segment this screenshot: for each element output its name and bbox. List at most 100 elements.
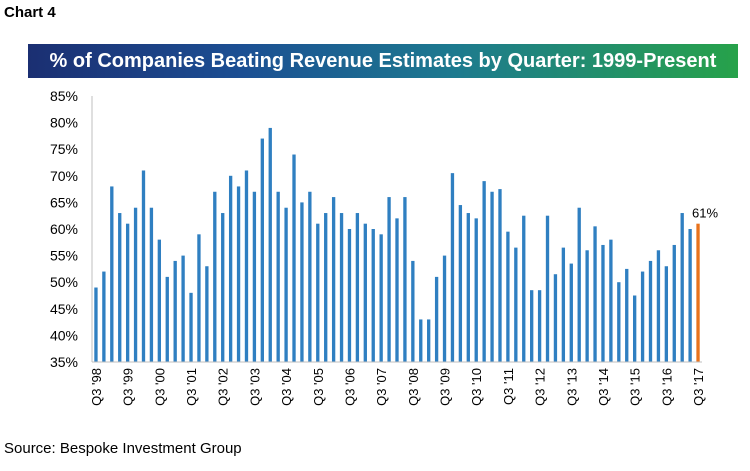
x-tick-label: Q3 '15 [628, 368, 643, 406]
bar [506, 231, 510, 362]
x-tick-label: Q3 '06 [342, 368, 357, 406]
chart-annotations: 61% [692, 206, 718, 221]
bar [577, 207, 581, 362]
bar [648, 260, 653, 362]
bar [252, 191, 257, 362]
bar [197, 234, 201, 362]
y-tick-label: 65% [50, 194, 78, 210]
bar [442, 255, 447, 362]
bar [371, 229, 375, 362]
x-tick-label: Q3 '07 [374, 368, 389, 406]
bar [585, 250, 589, 362]
bar [553, 274, 558, 362]
chart-title: % of Companies Beating Revenue Estimates… [49, 49, 717, 72]
x-tick-label: Q3 '99 [121, 368, 136, 406]
last-value-label: 61% [692, 206, 718, 221]
bar [260, 138, 264, 362]
x-tick-label: Q3 '09 [438, 368, 453, 406]
bar [617, 282, 621, 362]
y-axis: 35% 40% 45% 50% 55% 60% 65% 70% 75% 80% 85% [50, 88, 93, 370]
x-tick-label: Q3 '08 [406, 368, 421, 406]
x-tick-label: Q3 '05 [311, 368, 326, 406]
y-tick-label: 75% [50, 141, 78, 157]
y-tick-label: 80% [50, 115, 78, 131]
bar [149, 207, 154, 362]
x-tick-label: Q3 '14 [596, 368, 611, 406]
bar [537, 290, 542, 362]
bar [561, 247, 566, 362]
chart-number-label: Chart 4 [4, 4, 56, 21]
x-tick-label: Q3 '03 [247, 368, 262, 406]
bar [672, 244, 676, 362]
x-tick-label: Q3 '00 [152, 368, 167, 406]
highlight-bar [696, 223, 700, 362]
bar [355, 213, 360, 362]
bar [165, 276, 169, 362]
bar [125, 223, 130, 362]
bar [474, 218, 478, 362]
source-note: Source: Bespoke Investment Group [4, 440, 242, 457]
bar [434, 276, 439, 362]
bar [656, 250, 661, 362]
bar [157, 239, 162, 362]
bar [363, 223, 367, 362]
bar [664, 266, 669, 362]
bar [458, 205, 463, 362]
bar [403, 197, 407, 362]
bar [601, 244, 605, 362]
bar [133, 207, 138, 362]
bar [189, 292, 193, 362]
bar [379, 234, 383, 362]
bar [466, 213, 470, 362]
y-tick-label: 45% [50, 301, 78, 317]
x-tick-label: Q3 '98 [89, 368, 104, 406]
x-tick-label: Q3 '04 [279, 368, 294, 406]
bar [688, 229, 692, 362]
x-tick-label: Q3 '17 [691, 368, 706, 406]
bar [522, 215, 526, 362]
bar [292, 154, 296, 362]
bar [236, 186, 241, 362]
bar [276, 191, 280, 362]
y-tick-label: 60% [50, 221, 78, 237]
bar [228, 175, 233, 362]
bar [632, 295, 637, 362]
bar [268, 127, 272, 362]
bar [181, 255, 185, 362]
bar [450, 173, 455, 362]
bar [221, 213, 225, 362]
bar-series [94, 127, 700, 362]
y-tick-label: 35% [50, 354, 78, 370]
bar [498, 189, 502, 362]
bar [213, 191, 217, 362]
bar [316, 223, 320, 362]
x-axis: Q3 '98 Q3 '99 Q3 '00 Q3 '01 Q3 '02 Q3 '03 Q3 '… [89, 361, 706, 406]
bar [569, 263, 573, 362]
bar [609, 239, 613, 362]
bar [545, 215, 550, 362]
bar [205, 266, 209, 362]
bar [324, 213, 328, 362]
bar [387, 197, 391, 362]
bar [331, 197, 336, 362]
y-tick-label: 70% [50, 168, 78, 184]
bar [625, 268, 629, 362]
x-tick-label: Q3 '10 [469, 368, 484, 406]
bar [395, 218, 399, 362]
x-tick-label: Q3 '16 [659, 368, 674, 406]
bar [94, 287, 98, 362]
x-tick-label: Q3 '12 [533, 368, 548, 406]
bar [514, 247, 518, 362]
title-banner: % of Companies Beating Revenue Estimates… [28, 44, 738, 78]
bar [300, 202, 304, 362]
bar [173, 260, 177, 362]
x-tick-label: Q3 '13 [564, 368, 579, 406]
bar [110, 186, 114, 362]
bar [308, 191, 312, 362]
bar [339, 213, 344, 362]
y-tick-label: 40% [50, 327, 78, 343]
y-tick-label: 50% [50, 274, 78, 290]
bar [118, 213, 122, 362]
bar [347, 229, 352, 362]
